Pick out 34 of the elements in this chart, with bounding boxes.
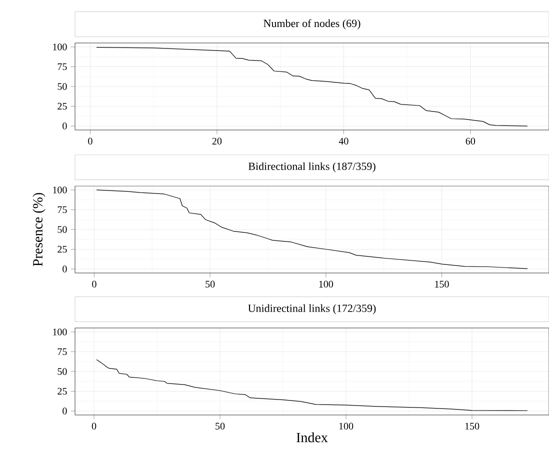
y-tick-label: 75	[58, 206, 67, 214]
x-tick-label: 50	[206, 280, 215, 288]
x-tick-label: 150	[465, 422, 480, 430]
y-tick-label: 0	[62, 122, 67, 130]
x-tick-label: 100	[319, 280, 334, 288]
x-tick-label: 0	[88, 138, 92, 145]
y-tick-label: 25	[58, 246, 67, 253]
chart-title: Bidirectional links (187/359)	[248, 162, 376, 172]
line-series	[96, 47, 528, 126]
y-tick-label: 75	[58, 348, 67, 356]
x-tick-label: 20	[212, 138, 222, 145]
y-tick-label: 25	[58, 388, 67, 395]
y-tick-label: 50	[58, 83, 67, 90]
x-tick-label: 40	[338, 138, 348, 145]
y-tick-label: 0	[62, 266, 67, 272]
y-tick-label: 75	[58, 63, 67, 70]
x-tick-label: 0	[92, 280, 96, 288]
x-axis-title: Index	[296, 432, 328, 442]
line-series	[96, 359, 528, 411]
y-tick-label: 100	[53, 186, 67, 194]
x-tick-label: 100	[339, 422, 354, 430]
y-tick-label: 100	[53, 44, 67, 50]
y-tick-label: 25	[58, 102, 67, 110]
chart-title: Number of nodes (69)	[264, 19, 360, 30]
y-tick-label: 50	[58, 368, 67, 375]
x-tick-label: 60	[466, 138, 476, 145]
y-axis-title: Presence (%)	[32, 192, 46, 266]
y-tick-label: 0	[62, 408, 67, 414]
chart-title: Unidirectinal links (172/359)	[248, 304, 376, 314]
y-tick-label: 50	[58, 226, 67, 233]
x-tick-label: 0	[92, 422, 96, 430]
x-tick-label: 150	[435, 280, 449, 288]
x-tick-label: 50	[216, 422, 225, 430]
y-tick-label: 100	[53, 328, 67, 336]
